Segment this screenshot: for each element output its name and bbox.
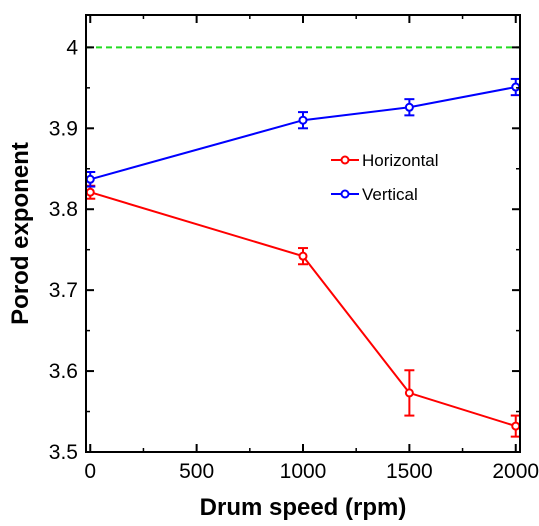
legend-item-vertical: Vertical xyxy=(331,185,418,204)
data-point-horizontal xyxy=(404,388,414,398)
series-horizontal xyxy=(85,184,521,438)
data-point-horizontal xyxy=(85,187,95,197)
legend: Horizontal Vertical xyxy=(331,151,439,204)
y-axis-title: Porod exponent xyxy=(7,142,34,325)
y-tick-label: 3.7 xyxy=(49,279,78,302)
x-tick-label: 1500 xyxy=(386,460,433,483)
y-tick-label: 3.6 xyxy=(49,360,78,383)
series-vertical xyxy=(85,77,521,188)
plot-frame xyxy=(85,14,521,453)
legend-marker-vertical xyxy=(340,189,350,199)
x-axis-title: Drum speed (rpm) xyxy=(200,494,407,521)
series-line-vertical xyxy=(89,86,516,181)
data-point-vertical xyxy=(85,174,95,184)
legend-item-horizontal: Horizontal xyxy=(331,151,439,170)
y-tick-label: 3.5 xyxy=(49,441,78,464)
series-line-horizontal xyxy=(89,191,517,428)
legend-marker-horizontal xyxy=(340,155,350,165)
data-point-vertical xyxy=(511,82,521,92)
data-point-horizontal xyxy=(511,421,521,431)
data-point-vertical xyxy=(298,115,308,125)
legend-label-horizontal: Horizontal xyxy=(362,151,439,170)
x-tick-label: 1000 xyxy=(280,460,327,483)
y-tick-label: 4 xyxy=(66,36,78,59)
legend-label-vertical: Vertical xyxy=(362,185,418,204)
y-tick-label: 3.9 xyxy=(49,117,78,140)
x-tick-label: 2000 xyxy=(492,460,539,483)
data-point-vertical xyxy=(404,102,414,112)
data-point-horizontal xyxy=(298,251,308,261)
x-tick-label: 500 xyxy=(179,460,214,483)
x-tick-label: 0 xyxy=(84,460,96,483)
y-tick-label: 3.8 xyxy=(49,198,78,221)
